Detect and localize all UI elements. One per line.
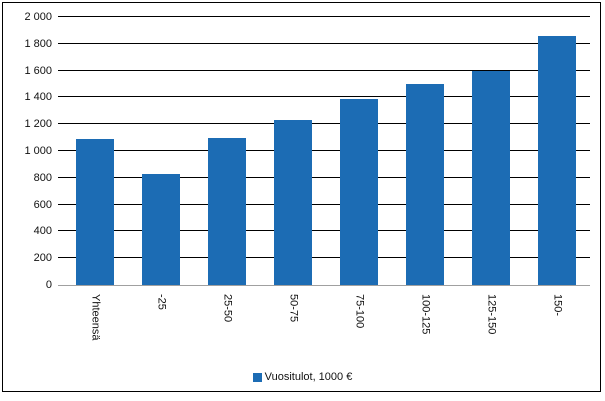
bar xyxy=(538,36,576,285)
bar xyxy=(76,139,114,285)
gridline xyxy=(58,230,590,232)
x-axis-tick-label: Yhteensä xyxy=(89,294,102,341)
x-axis-tick-label: -25 xyxy=(155,294,168,310)
gridline xyxy=(58,42,590,44)
legend-label: Vuositulot, 1000 € xyxy=(264,371,353,383)
legend: Vuositulot, 1000 € xyxy=(0,371,605,383)
y-axis-tick-label: 400 xyxy=(33,225,52,238)
y-axis-tick-label: 600 xyxy=(33,198,52,211)
y-axis-tick-label: 2 000 xyxy=(24,11,52,23)
bar xyxy=(274,120,312,285)
y-axis-tick-label: 800 xyxy=(33,171,52,184)
gridline xyxy=(58,203,590,205)
gridline xyxy=(58,96,590,98)
y-axis-tick-label: 1 400 xyxy=(24,91,52,104)
y-axis-tick-label: 1 600 xyxy=(24,64,52,77)
bar xyxy=(208,138,246,285)
bar xyxy=(340,99,378,285)
x-axis-tick-label: 75-100 xyxy=(353,294,366,329)
x-axis-tick-label: 100-125 xyxy=(419,294,432,335)
gridline xyxy=(58,176,590,178)
y-axis-tick-label: 0 xyxy=(45,279,52,291)
x-axis-tick-label: 125-150 xyxy=(485,294,498,335)
x-axis-tick-label: 50-75 xyxy=(287,294,300,323)
bar xyxy=(142,174,180,285)
y-axis-tick-label: 1 000 xyxy=(24,145,52,157)
y-axis-tick-label: 1 800 xyxy=(24,37,52,50)
gridline xyxy=(58,69,590,71)
gridline xyxy=(58,257,590,259)
bar xyxy=(472,71,510,285)
chart-plot-area xyxy=(58,16,590,286)
x-axis-tick-label: 25-50 xyxy=(221,294,234,323)
legend-marker-icon xyxy=(252,372,262,382)
gridline xyxy=(58,150,590,151)
gridline xyxy=(58,16,590,17)
gridline xyxy=(58,123,590,125)
y-axis-tick-label: 1 200 xyxy=(24,118,52,131)
x-axis-tick-label: 150- xyxy=(551,294,564,317)
x-axis-line xyxy=(58,285,590,286)
bar xyxy=(406,84,444,285)
y-axis-tick-label: 200 xyxy=(33,252,52,265)
